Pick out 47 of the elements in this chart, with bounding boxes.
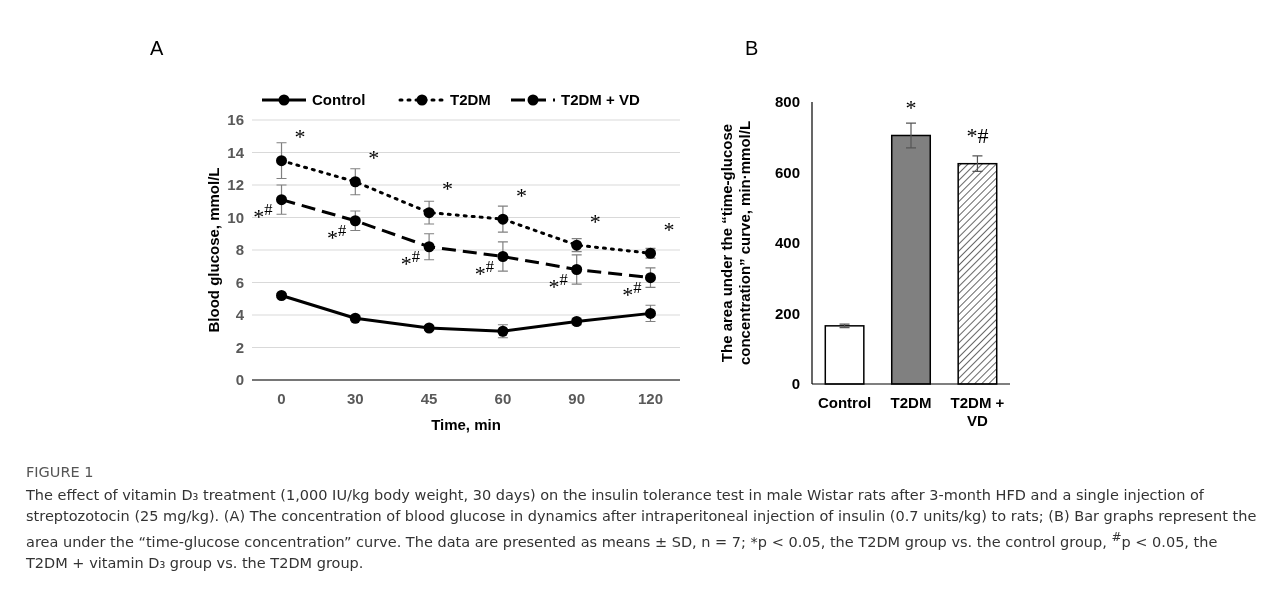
annotation: *$^{#}$: [327, 220, 347, 251]
y-tick-label: 10: [227, 208, 244, 226]
y-tick-label: 6: [235, 273, 244, 291]
y-tick-label: 0: [791, 375, 800, 393]
chart-title: A: [150, 37, 164, 59]
y-tick-label: 14: [227, 143, 245, 161]
x-tick-label: 0: [277, 390, 286, 407]
y-tick-label: 200: [774, 304, 800, 322]
y-axis-title: Blood glucose, mmol/L: [205, 167, 222, 333]
y-tick-label: 12: [227, 176, 244, 194]
annotation: *: [905, 95, 917, 121]
annotation: *: [368, 145, 380, 171]
y-tick-label: 16: [227, 111, 244, 129]
y-tick-label: 800: [774, 93, 800, 111]
x-tick-label: 30: [346, 390, 364, 407]
annotation: *$^{#}$: [474, 256, 494, 287]
y-tick-label: 4: [235, 306, 245, 324]
caption: FIGURE 1: [26, 463, 95, 482]
y-tick-label: 400: [774, 234, 800, 252]
x-tick-label: 45: [420, 390, 438, 407]
annotation: *: [442, 176, 454, 202]
annotation: *: [663, 216, 675, 242]
annotation: *#: [966, 123, 989, 149]
x-tick-label: T2DM: [890, 394, 932, 411]
chart-title: B: [745, 37, 759, 59]
text: The effect of vitamin D₃ treatment (1,000 IU/kg body weight, 30 days) on the insulin tolerance test in male Wistar rats after 3-month HFD and a single injection of streptozotocin (25 mg/kg). (A) The concentration of blood glucose in dynamics after intraperitoneal injection of insulin (0.7 units/kg) to rats; (B) Bar graphs represent the area under the “time-glucose concentration” curve. The data are presented as means ± SD, n = 7; *p < 0.05, the T2DM group vs. the control group, $^{#}$p < 0.05, the T2DM + vitamin D₃ group vs. the T2DM group.: [26, 487, 1257, 571]
annotation: *$^{#}$: [253, 199, 273, 230]
annotation: *: [294, 124, 306, 150]
y-axis-title: The area under the “time-glucose concentration” curve, min·mmol/L: [718, 120, 753, 366]
legend-label: T2DM: [450, 91, 491, 109]
annotation: *$^{#}$: [622, 277, 642, 308]
y-tick-label: 0: [235, 371, 244, 389]
x-axis-title: Time, min: [431, 416, 501, 433]
y-tick-label: 8: [235, 241, 244, 259]
legend-label: Control: [312, 91, 366, 109]
x-tick-label: 120: [637, 390, 663, 407]
y-tick-label: 2: [235, 338, 244, 356]
x-tick-label: 60: [494, 390, 512, 407]
annotation: *: [515, 182, 527, 208]
annotation: *$^{#}$: [548, 269, 568, 300]
y-tick-label: 600: [774, 163, 800, 181]
legend-label: T2DM + VD: [561, 91, 640, 109]
x-tick-label: T2DM + VD: [950, 394, 1005, 429]
annotation: *: [589, 208, 601, 234]
annotation: *$^{#}$: [400, 246, 421, 277]
x-tick-label: Control: [817, 394, 872, 411]
x-tick-label: 90: [568, 390, 586, 407]
